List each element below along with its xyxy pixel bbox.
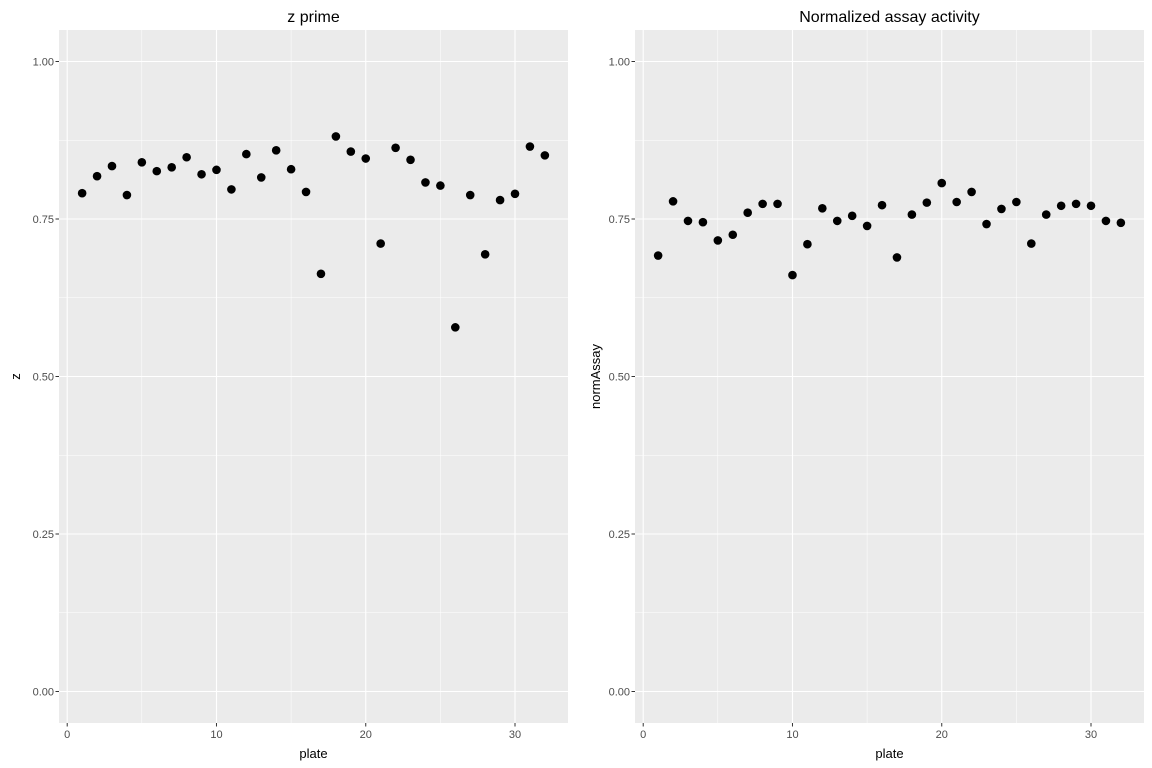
data-point bbox=[451, 323, 460, 332]
y-tick-label: 0.25 bbox=[33, 529, 54, 541]
data-point bbox=[92, 171, 102, 181]
data-point bbox=[1071, 199, 1081, 209]
data-point bbox=[271, 146, 281, 155]
data-point bbox=[316, 269, 326, 279]
data-point bbox=[197, 169, 206, 179]
panel-title: z prime bbox=[287, 9, 340, 26]
data-point bbox=[182, 152, 191, 162]
data-point bbox=[122, 190, 132, 200]
data-point bbox=[922, 198, 932, 207]
data-point bbox=[256, 173, 266, 182]
y-tick-label: 0.50 bbox=[609, 372, 630, 384]
data-point bbox=[242, 149, 251, 159]
data-point bbox=[713, 236, 723, 245]
data-point bbox=[480, 249, 490, 259]
data-point bbox=[728, 230, 738, 240]
data-point bbox=[892, 253, 902, 262]
data-point bbox=[1041, 210, 1051, 219]
data-point bbox=[167, 163, 176, 172]
y-tick-label: 0.75 bbox=[609, 214, 630, 226]
x-axis-title: plate bbox=[299, 746, 327, 761]
data-point bbox=[937, 178, 947, 188]
normalized-assay-panel: 0 10 20 30 0.00 0.25 0.50 0.75 1.00 Normalized as… bbox=[588, 9, 1144, 761]
y-tick-label: 0.00 bbox=[33, 687, 54, 699]
data-point bbox=[952, 197, 961, 207]
data-point bbox=[1086, 201, 1096, 211]
data-point bbox=[436, 181, 445, 190]
x-tick-label: 20 bbox=[936, 729, 948, 741]
data-point bbox=[286, 164, 296, 174]
data-point bbox=[510, 189, 520, 199]
data-point bbox=[653, 251, 663, 260]
data-point bbox=[967, 187, 976, 197]
data-point bbox=[1101, 216, 1111, 226]
y-tick-label: 1.00 bbox=[33, 57, 54, 69]
data-point bbox=[376, 239, 385, 248]
data-point bbox=[758, 199, 767, 209]
data-point bbox=[1012, 197, 1021, 207]
data-point bbox=[743, 208, 752, 217]
data-point bbox=[877, 200, 887, 210]
x-tick-label: 0 bbox=[640, 729, 646, 741]
data-point bbox=[331, 132, 341, 141]
data-point bbox=[346, 147, 356, 156]
panel-title: Normalized assay activity bbox=[799, 9, 980, 26]
x-tick-label: 10 bbox=[210, 729, 222, 741]
data-point bbox=[77, 188, 87, 198]
x-tick-label: 30 bbox=[509, 729, 521, 741]
y-axis-title: z bbox=[8, 373, 23, 380]
y-axis-title: normAssay bbox=[588, 343, 603, 409]
data-point bbox=[495, 195, 505, 205]
data-point bbox=[421, 178, 430, 187]
data-point bbox=[1027, 239, 1036, 248]
data-point bbox=[997, 204, 1006, 214]
data-point bbox=[212, 165, 221, 175]
data-point bbox=[982, 219, 991, 229]
data-point bbox=[540, 151, 550, 160]
y-tick-label: 0.00 bbox=[609, 687, 630, 699]
data-point bbox=[406, 155, 415, 165]
data-point bbox=[832, 216, 842, 226]
data-point bbox=[465, 190, 475, 200]
data-point bbox=[818, 203, 827, 213]
x-tick-label: 0 bbox=[64, 729, 70, 741]
data-point bbox=[1116, 218, 1126, 228]
data-point bbox=[698, 217, 708, 227]
data-point bbox=[1056, 201, 1066, 211]
data-point bbox=[668, 197, 678, 206]
x-axis-title: plate bbox=[875, 746, 903, 761]
x-tick-label: 20 bbox=[360, 729, 372, 741]
data-point bbox=[788, 270, 797, 280]
data-point bbox=[227, 185, 236, 194]
data-point bbox=[847, 211, 857, 221]
data-point bbox=[862, 221, 872, 231]
data-point bbox=[907, 210, 917, 219]
z-prime-panel: 0 10 20 30 0.00 0.25 0.50 0.75 1.00 z prime plate z bbox=[8, 9, 568, 761]
data-point bbox=[773, 199, 782, 209]
data-point bbox=[361, 154, 371, 163]
y-tick-label: 1.00 bbox=[609, 57, 630, 69]
data-point bbox=[803, 239, 812, 249]
data-point bbox=[137, 158, 147, 167]
data-point bbox=[525, 142, 535, 151]
y-tick-label: 0.25 bbox=[609, 529, 630, 541]
data-point bbox=[107, 161, 117, 171]
x-tick-label: 30 bbox=[1085, 729, 1097, 741]
y-tick-label: 0.50 bbox=[33, 372, 54, 384]
data-point bbox=[301, 187, 311, 197]
data-point bbox=[391, 143, 400, 153]
data-point bbox=[152, 166, 162, 176]
data-point bbox=[683, 216, 693, 226]
y-tick-label: 0.75 bbox=[33, 214, 54, 226]
x-tick-label: 10 bbox=[786, 729, 798, 741]
